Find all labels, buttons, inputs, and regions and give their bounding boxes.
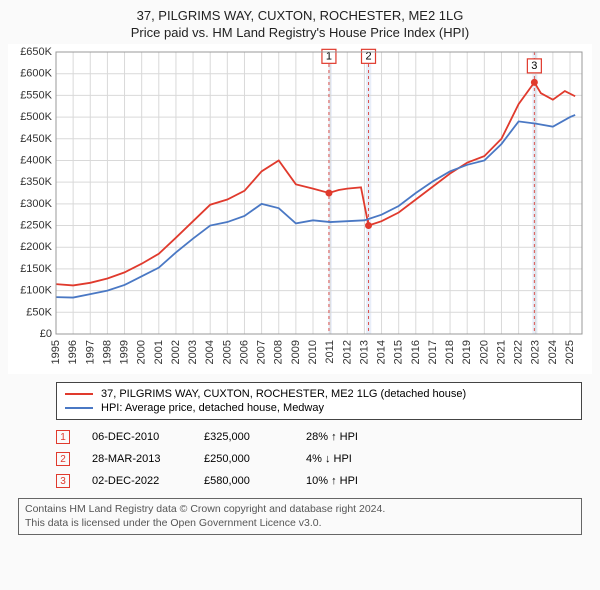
x-tick-label: 2017 xyxy=(427,340,439,364)
x-tick-label: 1995 xyxy=(50,340,62,364)
x-tick-label: 2008 xyxy=(273,340,285,364)
legend: 37, PILGRIMS WAY, CUXTON, ROCHESTER, ME2… xyxy=(56,382,582,420)
highlight-band xyxy=(532,52,537,334)
line-chart: £0 £50K £100K £150K £200K £250K £300K £350K £400… xyxy=(8,44,592,374)
y-tick-label: £100K xyxy=(20,285,52,297)
y-tick-label: £200K xyxy=(20,241,52,253)
x-tick-label: 2001 xyxy=(153,340,165,364)
y-tick-label: £0 xyxy=(40,328,52,340)
event-delta: 10% ↑ HPI xyxy=(306,475,582,487)
x-tick-label: 2004 xyxy=(204,340,216,364)
y-tick-label: £550K xyxy=(20,89,52,101)
event-price: £325,000 xyxy=(204,431,284,443)
legend-row: 37, PILGRIMS WAY, CUXTON, ROCHESTER, ME2… xyxy=(65,387,573,401)
x-tick-label: 2006 xyxy=(238,340,250,364)
x-tick-label: 2012 xyxy=(341,340,353,364)
event-dot xyxy=(365,222,372,229)
x-tick-label: 1997 xyxy=(84,340,96,364)
x-tick-label: 1998 xyxy=(101,340,113,364)
y-tick-label: £400K xyxy=(20,154,52,166)
y-tick-label: £250K xyxy=(20,220,52,232)
event-table: 1 06-DEC-2010 £325,000 28% ↑ HPI 2 28-MAR-201… xyxy=(56,426,582,492)
x-tick-label: 1996 xyxy=(67,340,79,364)
x-tick-label: 1999 xyxy=(119,340,131,364)
y-tick-label: £50K xyxy=(26,306,52,318)
x-tick-label: 2011 xyxy=(324,340,336,364)
x-tick-label: 2003 xyxy=(187,340,199,364)
x-tick-label: 2022 xyxy=(513,340,525,364)
event-price: £580,000 xyxy=(204,475,284,487)
event-delta: 28% ↑ HPI xyxy=(306,431,582,443)
event-date: 02-DEC-2022 xyxy=(92,475,182,487)
x-tick-label: 2025 xyxy=(564,340,576,364)
x-tick-label: 2019 xyxy=(461,340,473,364)
event-row: 1 06-DEC-2010 £325,000 28% ↑ HPI xyxy=(56,426,582,448)
y-tick-label: £300K xyxy=(20,198,52,210)
event-dot xyxy=(325,190,332,197)
x-tick-label: 2018 xyxy=(444,340,456,364)
x-tick-label: 2002 xyxy=(170,340,182,364)
y-tick-label: £500K xyxy=(20,111,52,123)
legend-swatch xyxy=(65,393,93,395)
chart-container: £0 £50K £100K £150K £200K £250K £300K £350K £400… xyxy=(8,44,592,374)
legend-label: 37, PILGRIMS WAY, CUXTON, ROCHESTER, ME2… xyxy=(101,388,466,400)
legend-row: HPI: Average price, detached house, Medw… xyxy=(65,401,573,415)
event-dot xyxy=(531,79,538,86)
footer-line1: Contains HM Land Registry data © Crown c… xyxy=(25,503,575,517)
x-tick-label: 2014 xyxy=(376,340,388,364)
x-tick-label: 2020 xyxy=(478,340,490,364)
x-tick-label: 2013 xyxy=(358,340,370,364)
footer-line2: This data is licensed under the Open Gov… xyxy=(25,517,575,531)
attribution-footer: Contains HM Land Registry data © Crown c… xyxy=(18,498,582,535)
event-date: 06-DEC-2010 xyxy=(92,431,182,443)
x-tick-label: 2024 xyxy=(547,340,559,364)
x-tick-label: 2005 xyxy=(221,340,233,364)
legend-label: HPI: Average price, detached house, Medw… xyxy=(101,402,324,414)
x-tick-label: 2016 xyxy=(410,340,422,364)
x-tick-label: 2015 xyxy=(393,340,405,364)
y-tick-label: £600K xyxy=(20,68,52,80)
x-tick-label: 2000 xyxy=(136,340,148,364)
event-row: 2 28-MAR-2013 £250,000 4% ↓ HPI xyxy=(56,448,582,470)
x-tick-label: 2007 xyxy=(256,340,268,364)
event-row: 3 02-DEC-2022 £580,000 10% ↑ HPI xyxy=(56,470,582,492)
y-tick-label: £650K xyxy=(20,46,52,58)
chart-title-main: 37, PILGRIMS WAY, CUXTON, ROCHESTER, ME2… xyxy=(8,8,592,23)
event-marker-num: 3 xyxy=(531,60,537,72)
x-tick-label: 2021 xyxy=(495,340,507,364)
y-tick-label: £150K xyxy=(20,263,52,275)
x-tick-label: 2010 xyxy=(307,340,319,364)
event-price: £250,000 xyxy=(204,453,284,465)
event-marker-icon: 2 xyxy=(56,452,70,466)
event-delta: 4% ↓ HPI xyxy=(306,453,582,465)
event-marker-icon: 3 xyxy=(56,474,70,488)
y-tick-label: £450K xyxy=(20,133,52,145)
x-tick-label: 2023 xyxy=(530,340,542,364)
y-tick-label: £350K xyxy=(20,176,52,188)
event-marker-icon: 1 xyxy=(56,430,70,444)
legend-swatch xyxy=(65,407,93,409)
chart-title-sub: Price paid vs. HM Land Registry's House … xyxy=(8,25,592,40)
x-tick-label: 2009 xyxy=(290,340,302,364)
event-date: 28-MAR-2013 xyxy=(92,453,182,465)
series-property xyxy=(56,82,575,285)
